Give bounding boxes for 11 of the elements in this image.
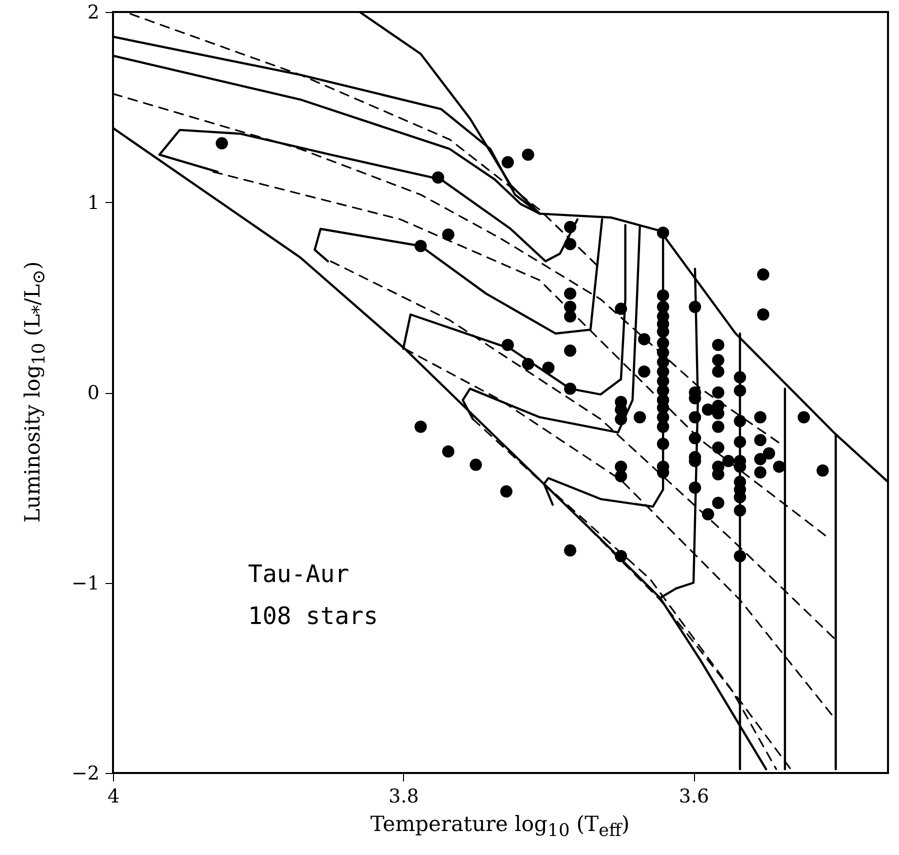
y-tick-label: 2 bbox=[87, 2, 100, 24]
y-tick-label: 0 bbox=[87, 382, 100, 404]
y-tick-label: −2 bbox=[71, 762, 100, 784]
x-tick-label: 3.8 bbox=[388, 786, 419, 808]
annotation: 108 stars bbox=[248, 602, 378, 630]
annotation: Tau-Aur bbox=[248, 560, 350, 588]
y-tick-label: −1 bbox=[71, 572, 100, 594]
x-tick-label: 4 bbox=[107, 786, 120, 808]
y-tick-label: 1 bbox=[87, 192, 100, 214]
x-tick-label: 3.6 bbox=[678, 786, 710, 808]
x-axis-title: Temperature log$_{10}$ (T$_{eff}$) bbox=[370, 812, 630, 842]
